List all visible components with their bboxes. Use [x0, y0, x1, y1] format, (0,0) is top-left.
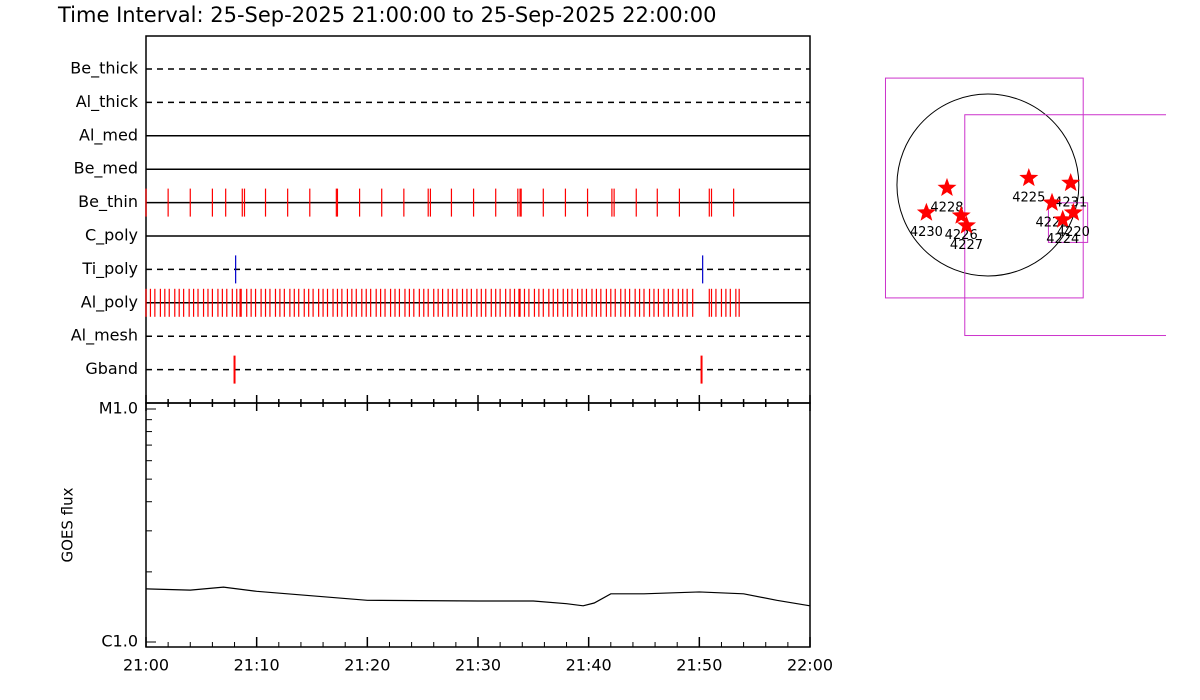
row-label: Be_thick — [70, 59, 138, 79]
x-tick-label: 22:00 — [787, 656, 833, 675]
region-star — [1063, 202, 1083, 221]
row-label: Ti_poly — [81, 259, 138, 279]
row-label: Al_med — [79, 125, 138, 145]
region-label: 4220 — [1057, 225, 1090, 240]
fov-box — [1047, 202, 1089, 243]
row-label: Al_thick — [76, 92, 139, 112]
x-tick-label: 21:20 — [344, 656, 390, 675]
goes-curve — [145, 586, 811, 607]
region-label: 4224 — [1046, 232, 1079, 247]
region-star — [937, 177, 957, 196]
goes-frame — [145, 402, 811, 648]
chart-title: Time Interval: 25-Sep-2025 21:00:00 to 2… — [57, 3, 716, 27]
region-label: 4227 — [950, 238, 983, 253]
row-label: Al_mesh — [71, 326, 138, 346]
fov-box — [884, 77, 1084, 299]
region-label: 4231 — [1054, 195, 1087, 210]
region-star — [957, 215, 976, 234]
region-label: 4225 — [1012, 191, 1045, 206]
x-tick-label: 21:00 — [123, 656, 169, 675]
region-star — [1019, 168, 1039, 187]
y-axis-label: GOES flux — [59, 487, 77, 562]
row-label: C_poly — [85, 226, 138, 246]
row-label: Be_med — [74, 159, 138, 179]
region-star — [1061, 173, 1081, 192]
x-tick-label: 21:10 — [234, 656, 280, 675]
x-tick-label: 21:50 — [676, 656, 722, 675]
region-label: 4228 — [930, 200, 963, 215]
x-tick-label: 21:40 — [566, 656, 612, 675]
row-label: Al_poly — [81, 292, 138, 312]
region-star — [1053, 209, 1073, 228]
row-label: Be_thin — [78, 192, 138, 212]
y-tick-label: C1.0 — [101, 632, 138, 651]
region-star — [916, 202, 936, 221]
region-star — [951, 205, 971, 224]
solar-limb — [896, 93, 1080, 277]
region-label: 4226 — [945, 228, 978, 243]
x-tick-label: 21:30 — [455, 656, 501, 675]
region-label: 4230 — [910, 225, 943, 240]
row-label: Gband — [85, 359, 138, 378]
timeline-frame — [145, 35, 811, 404]
region-star — [1042, 192, 1062, 211]
y-tick-label: M1.0 — [99, 399, 138, 418]
